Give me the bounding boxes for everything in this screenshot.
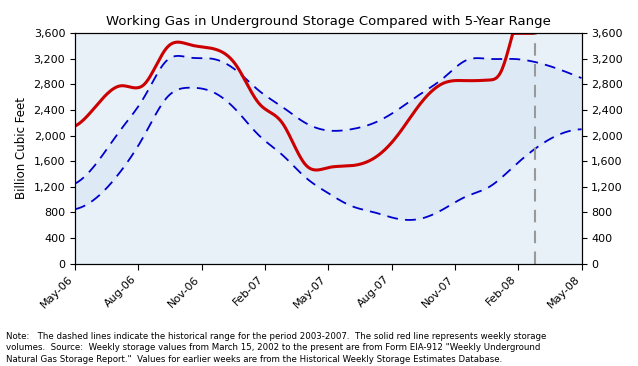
- Title: Working Gas in Underground Storage Compared with 5-Year Range: Working Gas in Underground Storage Compa…: [106, 15, 551, 28]
- Y-axis label: Billion Cubic Feet: Billion Cubic Feet: [15, 97, 28, 199]
- Text: Note:   The dashed lines indicate the historical range for the period 2003-2007.: Note: The dashed lines indicate the hist…: [6, 332, 547, 364]
